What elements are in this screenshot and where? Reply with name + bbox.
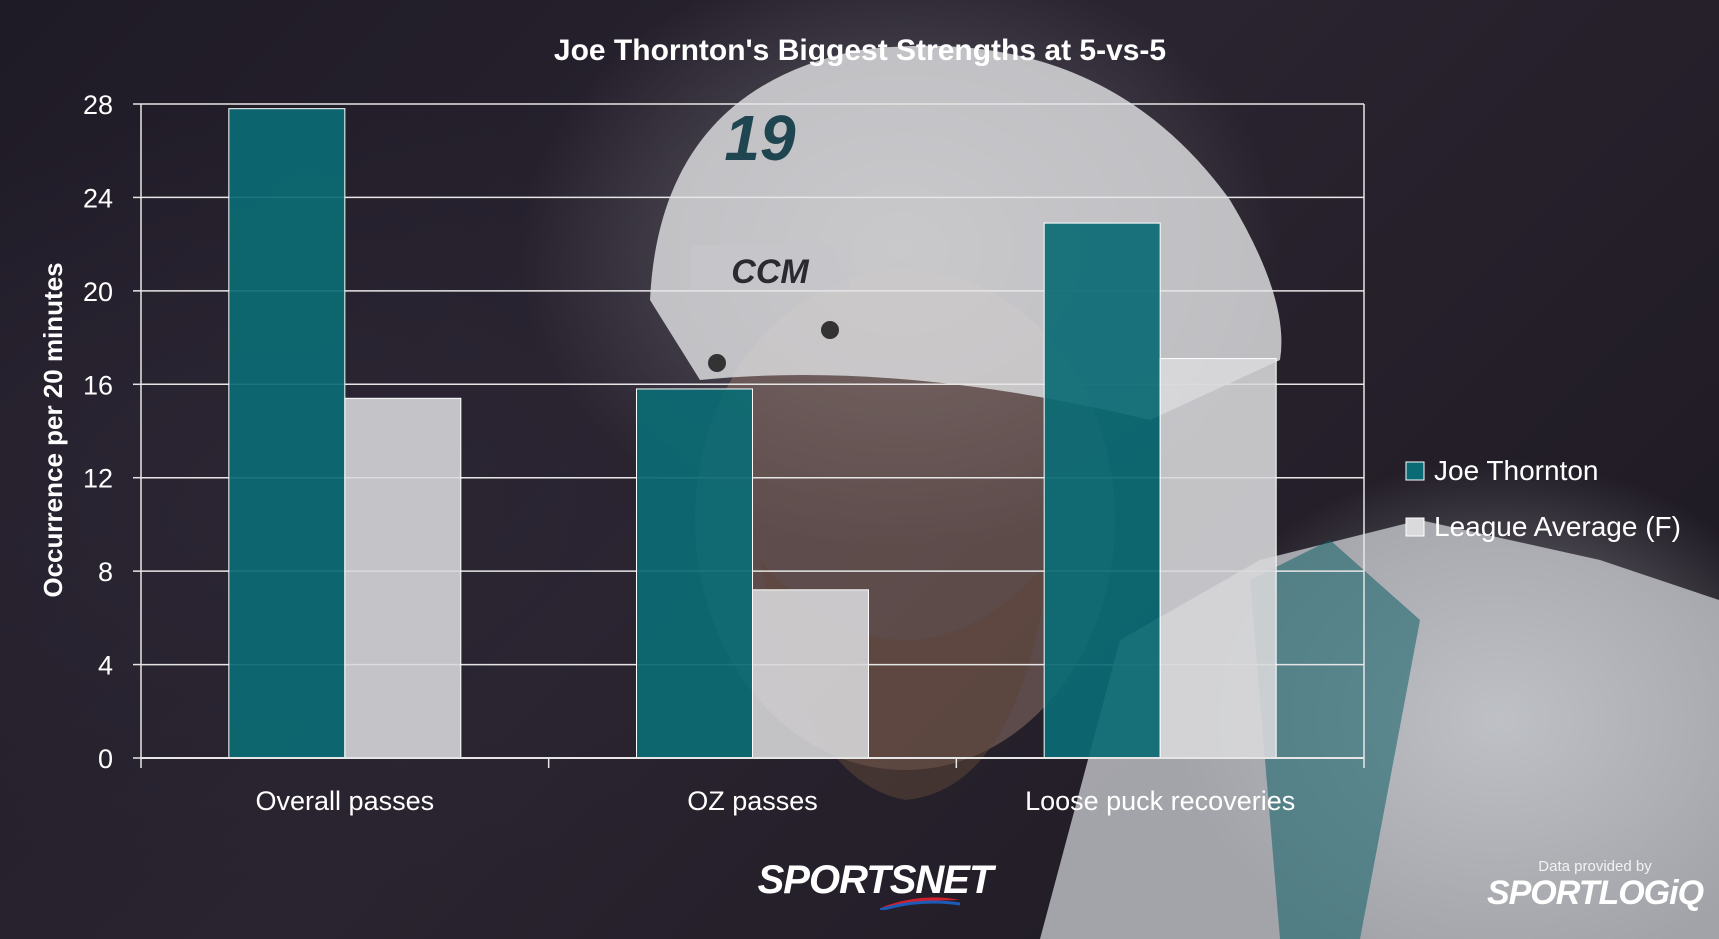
sportsnet-logo: SPORTSNET [757, 858, 994, 902]
helmet-band [690, 245, 850, 290]
legend-label: Joe Thornton [1434, 455, 1599, 486]
legend-swatch [1405, 461, 1425, 481]
bar-league-average [752, 589, 869, 759]
legend: Joe Thornton League Average (F) [1405, 455, 1681, 542]
y-tick-label: 24 [83, 183, 113, 213]
x-tick-label: OZ passes [687, 786, 818, 816]
bar-joe-thornton [1043, 222, 1161, 759]
y-tick-label: 4 [98, 651, 113, 681]
y-axis: 0 4 8 12 16 20 24 28 [83, 90, 142, 774]
helmet-text: CCM [731, 253, 809, 291]
y-tick-label: 16 [83, 370, 113, 400]
bar-joe-thornton [636, 388, 753, 759]
y-tick-label: 8 [98, 557, 113, 587]
x-tick-label: Loose puck recoveries [1025, 786, 1295, 816]
x-tick-label: Overall passes [256, 786, 435, 816]
bar-joe-thornton [228, 108, 346, 759]
sportlogiq-logo: SPORTLOGiQ [1486, 874, 1704, 912]
helmet-rivet [708, 354, 726, 372]
y-axis-label: Occurrence per 20 minutes [38, 262, 68, 597]
legend-swatch [1405, 517, 1425, 537]
x-axis: Overall passes OZ passes Loose puck recove… [140, 757, 1365, 816]
legend-label: League Average (F) [1434, 511, 1681, 542]
bar-league-average [1159, 358, 1277, 759]
helmet-number: 19 [724, 102, 796, 174]
data-credit-text: Data provided by [1538, 858, 1652, 875]
bars [228, 108, 1277, 759]
sportsnet-swoosh-icon [880, 897, 960, 910]
bar-league-average [344, 397, 462, 759]
y-tick-label: 12 [83, 464, 113, 494]
y-tick-label: 0 [98, 744, 113, 774]
helmet-rivet [821, 321, 839, 339]
chart-title: Joe Thornton's Biggest Strengths at 5-vs… [554, 34, 1166, 67]
y-tick-label: 20 [83, 277, 113, 307]
y-tick-label: 28 [83, 90, 113, 120]
jersey-collar-shape [1250, 540, 1420, 939]
